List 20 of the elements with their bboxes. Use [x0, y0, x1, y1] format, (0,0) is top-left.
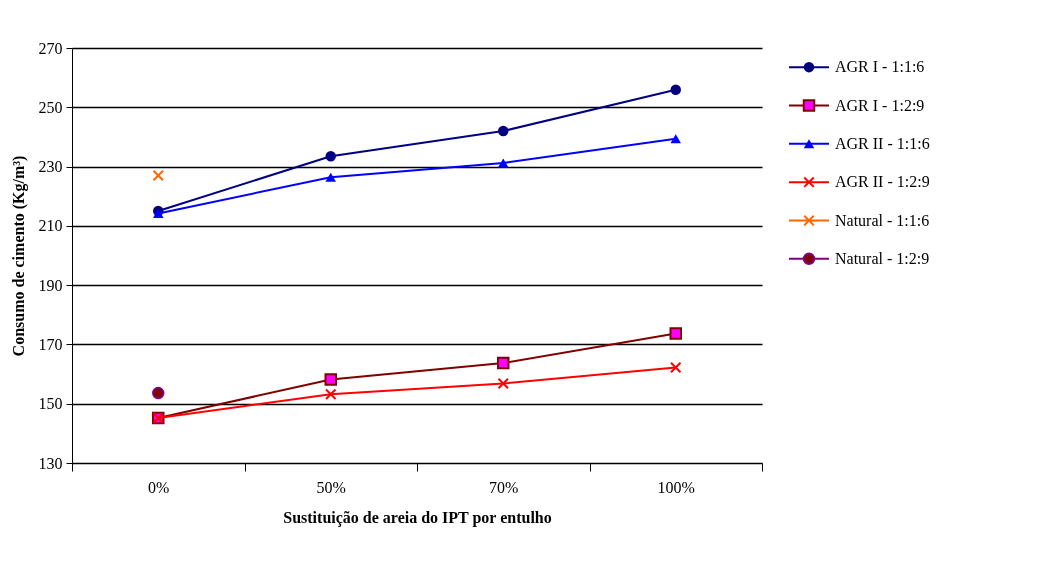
y-tick-label: 150 — [38, 395, 63, 413]
legend-label: Natural - 1:2:9 — [835, 249, 930, 267]
y-tick-label: 130 — [38, 454, 63, 472]
y-axis-title: Consumo de cimento (Kg/m³) — [9, 155, 28, 357]
legend-label: AGR I - 1:2:9 — [835, 96, 925, 114]
legend-label: AGR II - 1:1:6 — [835, 134, 930, 152]
y-tick-label: 230 — [38, 158, 63, 176]
x-tick-label: 50% — [316, 478, 346, 496]
y-tick-label: 170 — [38, 335, 63, 353]
x-tick-label: 100% — [657, 478, 695, 496]
legend-label: AGR II - 1:2:9 — [835, 173, 930, 191]
x-tick-label: 0% — [148, 478, 170, 496]
legend-label: Natural - 1:1:6 — [835, 211, 930, 229]
y-tick-label: 190 — [38, 276, 63, 294]
x-axis-title: Sustituição de areia do IPT por entulho — [283, 508, 552, 527]
y-tick-label: 250 — [38, 98, 63, 116]
legend-label: AGR I - 1:1:6 — [835, 58, 925, 76]
x-tick-label: 70% — [489, 478, 519, 496]
y-tick-label: 270 — [38, 39, 63, 57]
y-tick-label: 210 — [38, 217, 63, 235]
